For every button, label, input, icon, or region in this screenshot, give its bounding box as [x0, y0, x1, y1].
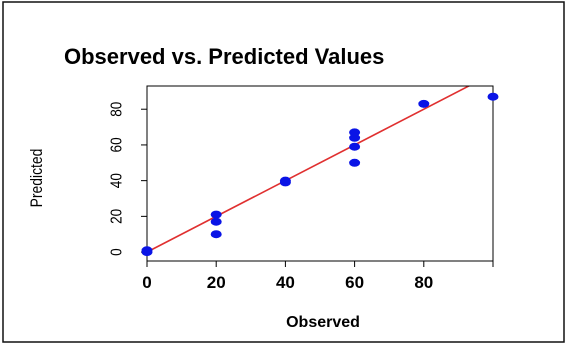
data-point [279, 176, 291, 185]
y-tick-label: 60 [108, 137, 125, 152]
x-tick-label: 20 [207, 273, 226, 292]
x-tick-label: 60 [345, 273, 364, 292]
y-axis-label: Predicted [28, 149, 47, 208]
scatter-points [141, 92, 499, 257]
chart-title: Observed vs. Predicted Values [64, 44, 384, 69]
reference-line [147, 86, 471, 253]
data-point [349, 142, 361, 151]
x-tick-label: 40 [276, 273, 295, 292]
data-point [141, 246, 153, 255]
x-axis-label: Observed [286, 314, 360, 331]
data-point [210, 210, 222, 219]
plot-area-box [146, 85, 494, 262]
data-point [349, 128, 361, 137]
x-tick-label: 80 [414, 273, 433, 292]
y-tick-label: 0 [108, 248, 125, 256]
data-point [487, 92, 499, 101]
y-axis: 0 20 40 60 80 [108, 102, 147, 256]
y-tick-label: 80 [108, 102, 125, 117]
data-point [349, 158, 361, 167]
data-point [210, 230, 222, 239]
data-point [210, 217, 222, 226]
y-tick-label: 20 [108, 209, 125, 224]
y-tick-label: 40 [108, 173, 125, 188]
data-point [418, 99, 430, 108]
x-tick-label: 0 [142, 273, 151, 292]
x-axis: 0 20 40 60 80 [142, 261, 494, 292]
